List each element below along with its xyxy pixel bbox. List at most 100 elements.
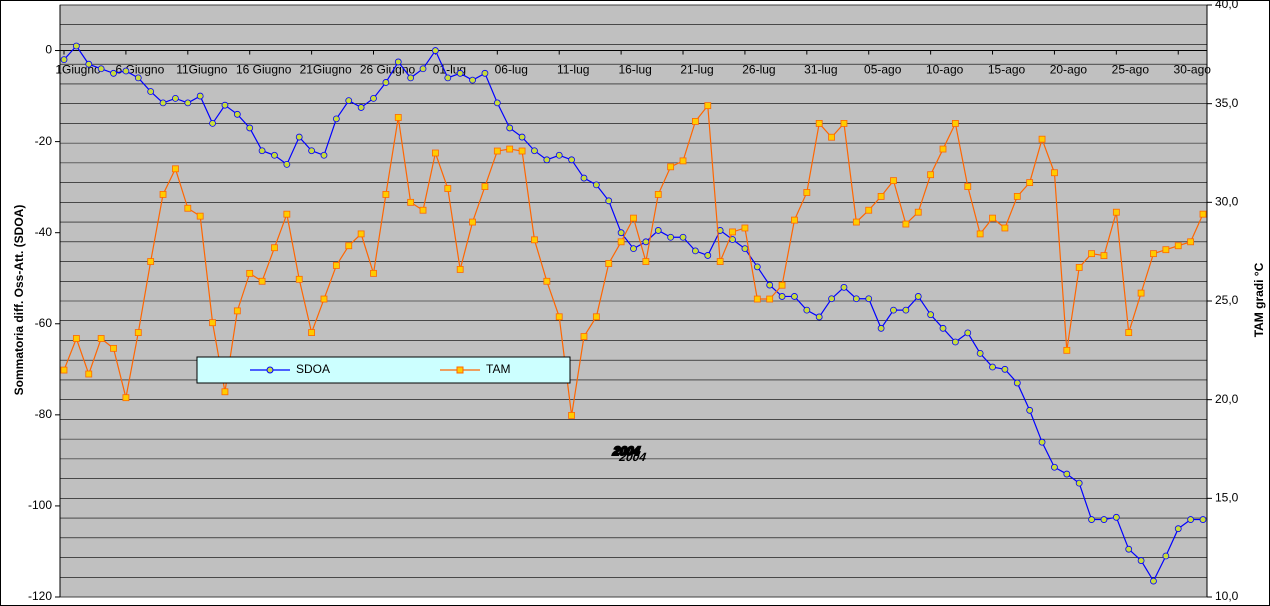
marker: [1001, 224, 1009, 232]
x-tick-label: 11Giugno: [176, 63, 227, 77]
marker: [704, 252, 712, 259]
marker: [1162, 552, 1170, 560]
marker: [110, 69, 117, 77]
marker: [481, 69, 489, 77]
marker: [865, 206, 873, 214]
legend-label: SDOA: [296, 362, 330, 376]
marker: [1026, 406, 1034, 414]
marker: [122, 394, 130, 402]
marker: [729, 228, 736, 236]
marker: [1026, 179, 1034, 187]
marker: [1075, 264, 1083, 271]
marker: [283, 160, 291, 168]
marker: [506, 145, 514, 153]
marker: [1112, 513, 1120, 521]
marker: [667, 233, 675, 241]
marker: [72, 42, 80, 50]
marker: [1174, 242, 1182, 250]
marker: [778, 293, 786, 300]
marker: [927, 311, 935, 319]
marker: [184, 204, 192, 212]
marker: [1162, 246, 1170, 254]
marker: [172, 94, 179, 102]
marker: [110, 344, 117, 352]
marker: [1187, 516, 1195, 523]
marker: [1088, 250, 1095, 258]
marker: [1063, 346, 1071, 354]
y2-tick-label: 15,0: [1215, 491, 1239, 505]
marker: [791, 216, 798, 224]
marker: [989, 214, 996, 222]
marker: [271, 151, 278, 159]
marker: [555, 313, 563, 321]
marker: [370, 269, 377, 277]
marker: [1013, 379, 1021, 387]
marker: [667, 163, 675, 171]
legend-marker: [266, 366, 274, 374]
marker: [692, 247, 699, 255]
marker: [642, 238, 650, 246]
marker: [332, 115, 340, 123]
y2-tick-label: 30,0: [1215, 195, 1239, 209]
marker: [580, 174, 588, 182]
marker: [605, 197, 613, 205]
marker: [1112, 208, 1120, 216]
marker: [394, 114, 402, 121]
marker: [419, 65, 427, 73]
x-tick-label: 11-lug: [557, 63, 589, 77]
marker: [605, 260, 613, 267]
marker: [1199, 516, 1207, 523]
marker: [803, 306, 811, 314]
marker: [1150, 577, 1157, 585]
marker: [914, 208, 922, 216]
marker: [766, 295, 774, 303]
marker: [592, 313, 600, 321]
marker: [939, 324, 947, 332]
marker: [407, 74, 415, 82]
y2-tick-label: 35,0: [1215, 96, 1239, 110]
marker: [1038, 438, 1046, 446]
marker: [679, 233, 687, 241]
marker: [617, 229, 625, 237]
marker: [419, 206, 427, 214]
marker: [85, 370, 93, 378]
marker: [308, 147, 316, 155]
marker: [72, 335, 80, 342]
marker: [196, 92, 204, 100]
marker: [1100, 252, 1108, 260]
marker: [97, 335, 105, 342]
marker: [951, 338, 959, 346]
marker: [531, 147, 538, 155]
marker: [531, 236, 538, 244]
marker: [592, 181, 600, 189]
y2-tick-label: 40,0: [1215, 0, 1239, 11]
marker: [902, 220, 910, 228]
x-tick-label: 31-lug: [804, 63, 837, 77]
marker: [196, 212, 204, 220]
marker: [1038, 135, 1046, 143]
marker: [1199, 210, 1207, 218]
marker: [506, 124, 514, 132]
marker: [964, 329, 972, 337]
x-tick-label: 26 Giugno: [360, 63, 416, 77]
marker: [951, 120, 959, 127]
marker: [1125, 329, 1133, 336]
marker: [493, 99, 501, 107]
marker: [345, 97, 353, 105]
marker: [469, 76, 476, 84]
marker: [370, 94, 377, 102]
marker: [147, 88, 155, 95]
marker: [654, 227, 662, 234]
marker: [840, 120, 848, 127]
marker: [828, 133, 835, 141]
marker: [679, 157, 687, 165]
marker: [134, 329, 142, 336]
y2-tick-label: 20,0: [1215, 392, 1239, 406]
marker: [122, 67, 130, 75]
marker: [394, 58, 402, 66]
y2-tick-label: 10,0: [1215, 589, 1239, 603]
marker: [271, 244, 278, 252]
marker: [902, 306, 910, 314]
marker: [778, 281, 786, 289]
